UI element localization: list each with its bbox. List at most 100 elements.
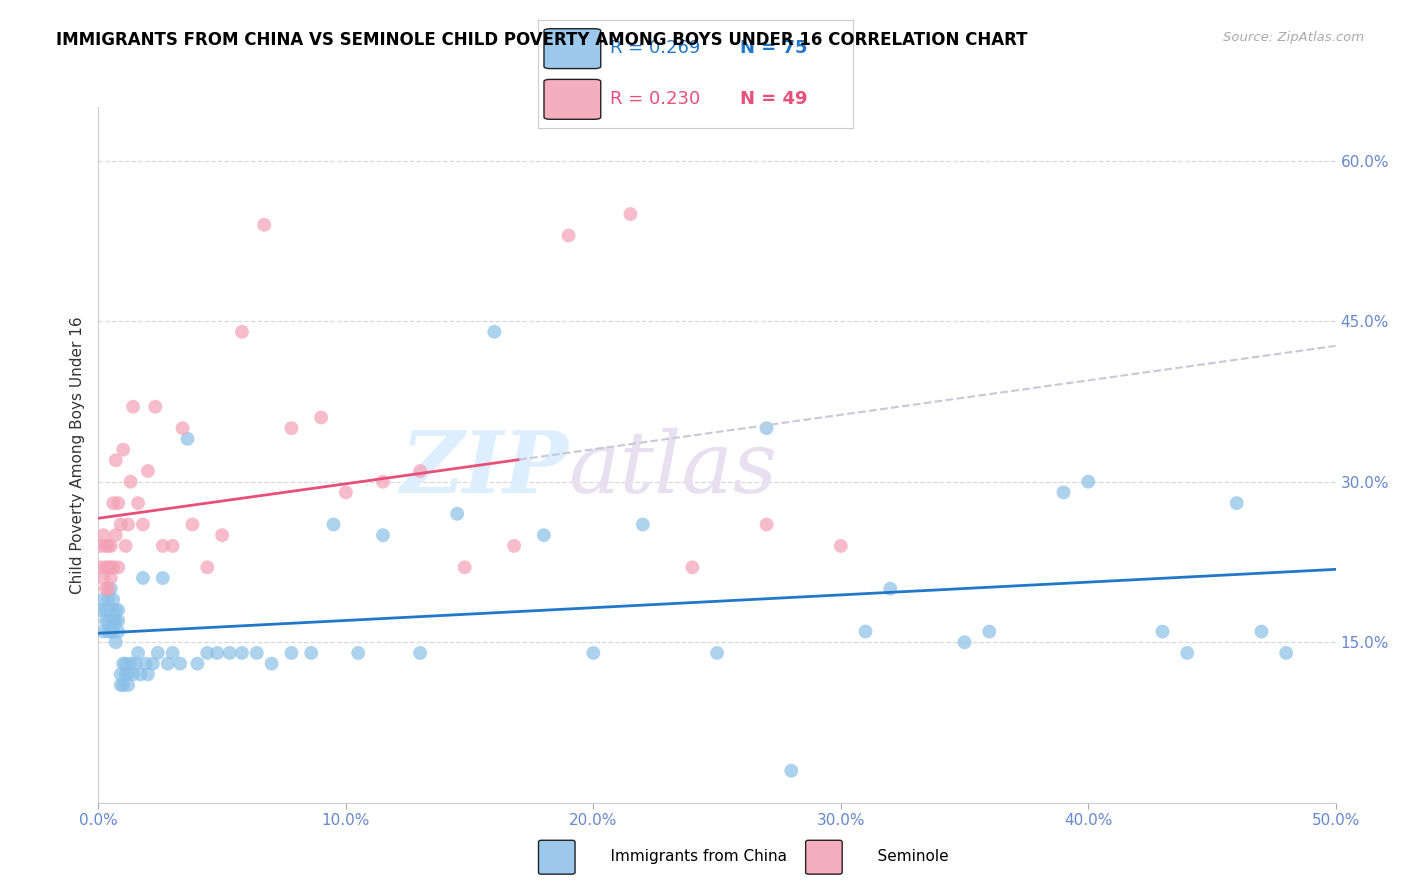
- Point: [631, 517, 654, 532]
- Point: [280, 646, 302, 660]
- FancyBboxPatch shape: [544, 29, 600, 69]
- Point: [681, 560, 703, 574]
- Point: [90, 539, 112, 553]
- Point: [107, 624, 129, 639]
- Point: [335, 485, 357, 500]
- Point: [347, 646, 370, 660]
- Point: [706, 646, 728, 660]
- Point: [309, 410, 332, 425]
- Point: [100, 560, 122, 574]
- Point: [117, 667, 139, 681]
- Text: N = 49: N = 49: [740, 90, 807, 108]
- Point: [409, 646, 432, 660]
- Point: [146, 646, 169, 660]
- Point: [830, 539, 852, 553]
- Point: [114, 539, 136, 553]
- Point: [104, 614, 127, 628]
- Text: Immigrants from China: Immigrants from China: [591, 849, 786, 863]
- Text: Source: ZipAtlas.com: Source: ZipAtlas.com: [1223, 31, 1364, 45]
- Point: [855, 624, 877, 639]
- Point: [110, 678, 132, 692]
- Point: [97, 560, 120, 574]
- Point: [94, 560, 117, 574]
- Point: [879, 582, 901, 596]
- Point: [755, 517, 778, 532]
- Point: [100, 582, 122, 596]
- Point: [755, 421, 778, 435]
- Text: R = 0.269: R = 0.269: [610, 39, 700, 57]
- Point: [97, 614, 120, 628]
- Point: [136, 667, 159, 681]
- Point: [112, 442, 135, 457]
- Point: [90, 560, 112, 574]
- Point: [780, 764, 803, 778]
- Point: [112, 678, 135, 692]
- Point: [100, 624, 122, 639]
- Point: [186, 657, 208, 671]
- Point: [93, 592, 115, 607]
- Point: [1250, 624, 1272, 639]
- Point: [299, 646, 322, 660]
- Point: [143, 400, 166, 414]
- Point: [953, 635, 976, 649]
- Point: [156, 657, 179, 671]
- Point: [104, 603, 127, 617]
- Point: [97, 582, 120, 596]
- Point: [453, 560, 475, 574]
- Point: [104, 635, 127, 649]
- Point: [195, 560, 218, 574]
- Point: [103, 614, 125, 628]
- Point: [142, 657, 165, 671]
- Point: [90, 603, 112, 617]
- Point: [97, 624, 120, 639]
- Point: [104, 453, 127, 467]
- Point: [112, 657, 135, 671]
- Point: [231, 325, 253, 339]
- Point: [124, 657, 146, 671]
- Point: [94, 614, 117, 628]
- Point: [446, 507, 468, 521]
- Point: [195, 646, 218, 660]
- Point: [114, 657, 136, 671]
- Text: R = 0.230: R = 0.230: [610, 90, 700, 108]
- Point: [162, 646, 184, 660]
- Y-axis label: Child Poverty Among Boys Under 16: Child Poverty Among Boys Under 16: [70, 316, 86, 594]
- Point: [322, 517, 344, 532]
- Point: [94, 603, 117, 617]
- Point: [152, 571, 174, 585]
- Point: [110, 517, 132, 532]
- Point: [1152, 624, 1174, 639]
- FancyBboxPatch shape: [544, 79, 600, 120]
- Point: [122, 667, 145, 681]
- Point: [484, 325, 506, 339]
- Point: [134, 657, 156, 671]
- Point: [246, 646, 269, 660]
- Point: [1175, 646, 1198, 660]
- Point: [107, 603, 129, 617]
- Point: [110, 667, 132, 681]
- Point: [100, 571, 122, 585]
- Point: [122, 400, 145, 414]
- Point: [409, 464, 432, 478]
- Point: [136, 464, 159, 478]
- Point: [103, 560, 125, 574]
- Point: [97, 592, 120, 607]
- Point: [1077, 475, 1099, 489]
- Point: [371, 528, 394, 542]
- Point: [371, 475, 394, 489]
- Point: [218, 646, 240, 660]
- Point: [103, 592, 125, 607]
- Point: [231, 646, 253, 660]
- Text: IMMIGRANTS FROM CHINA VS SEMINOLE CHILD POVERTY AMONG BOYS UNDER 16 CORRELATION : IMMIGRANTS FROM CHINA VS SEMINOLE CHILD …: [56, 31, 1028, 49]
- Point: [93, 571, 115, 585]
- Point: [132, 517, 155, 532]
- Point: [979, 624, 1001, 639]
- Point: [93, 624, 115, 639]
- Point: [104, 528, 127, 542]
- Point: [107, 496, 129, 510]
- Point: [107, 560, 129, 574]
- Point: [280, 421, 302, 435]
- Point: [94, 582, 117, 596]
- Point: [120, 475, 142, 489]
- Point: [205, 646, 228, 660]
